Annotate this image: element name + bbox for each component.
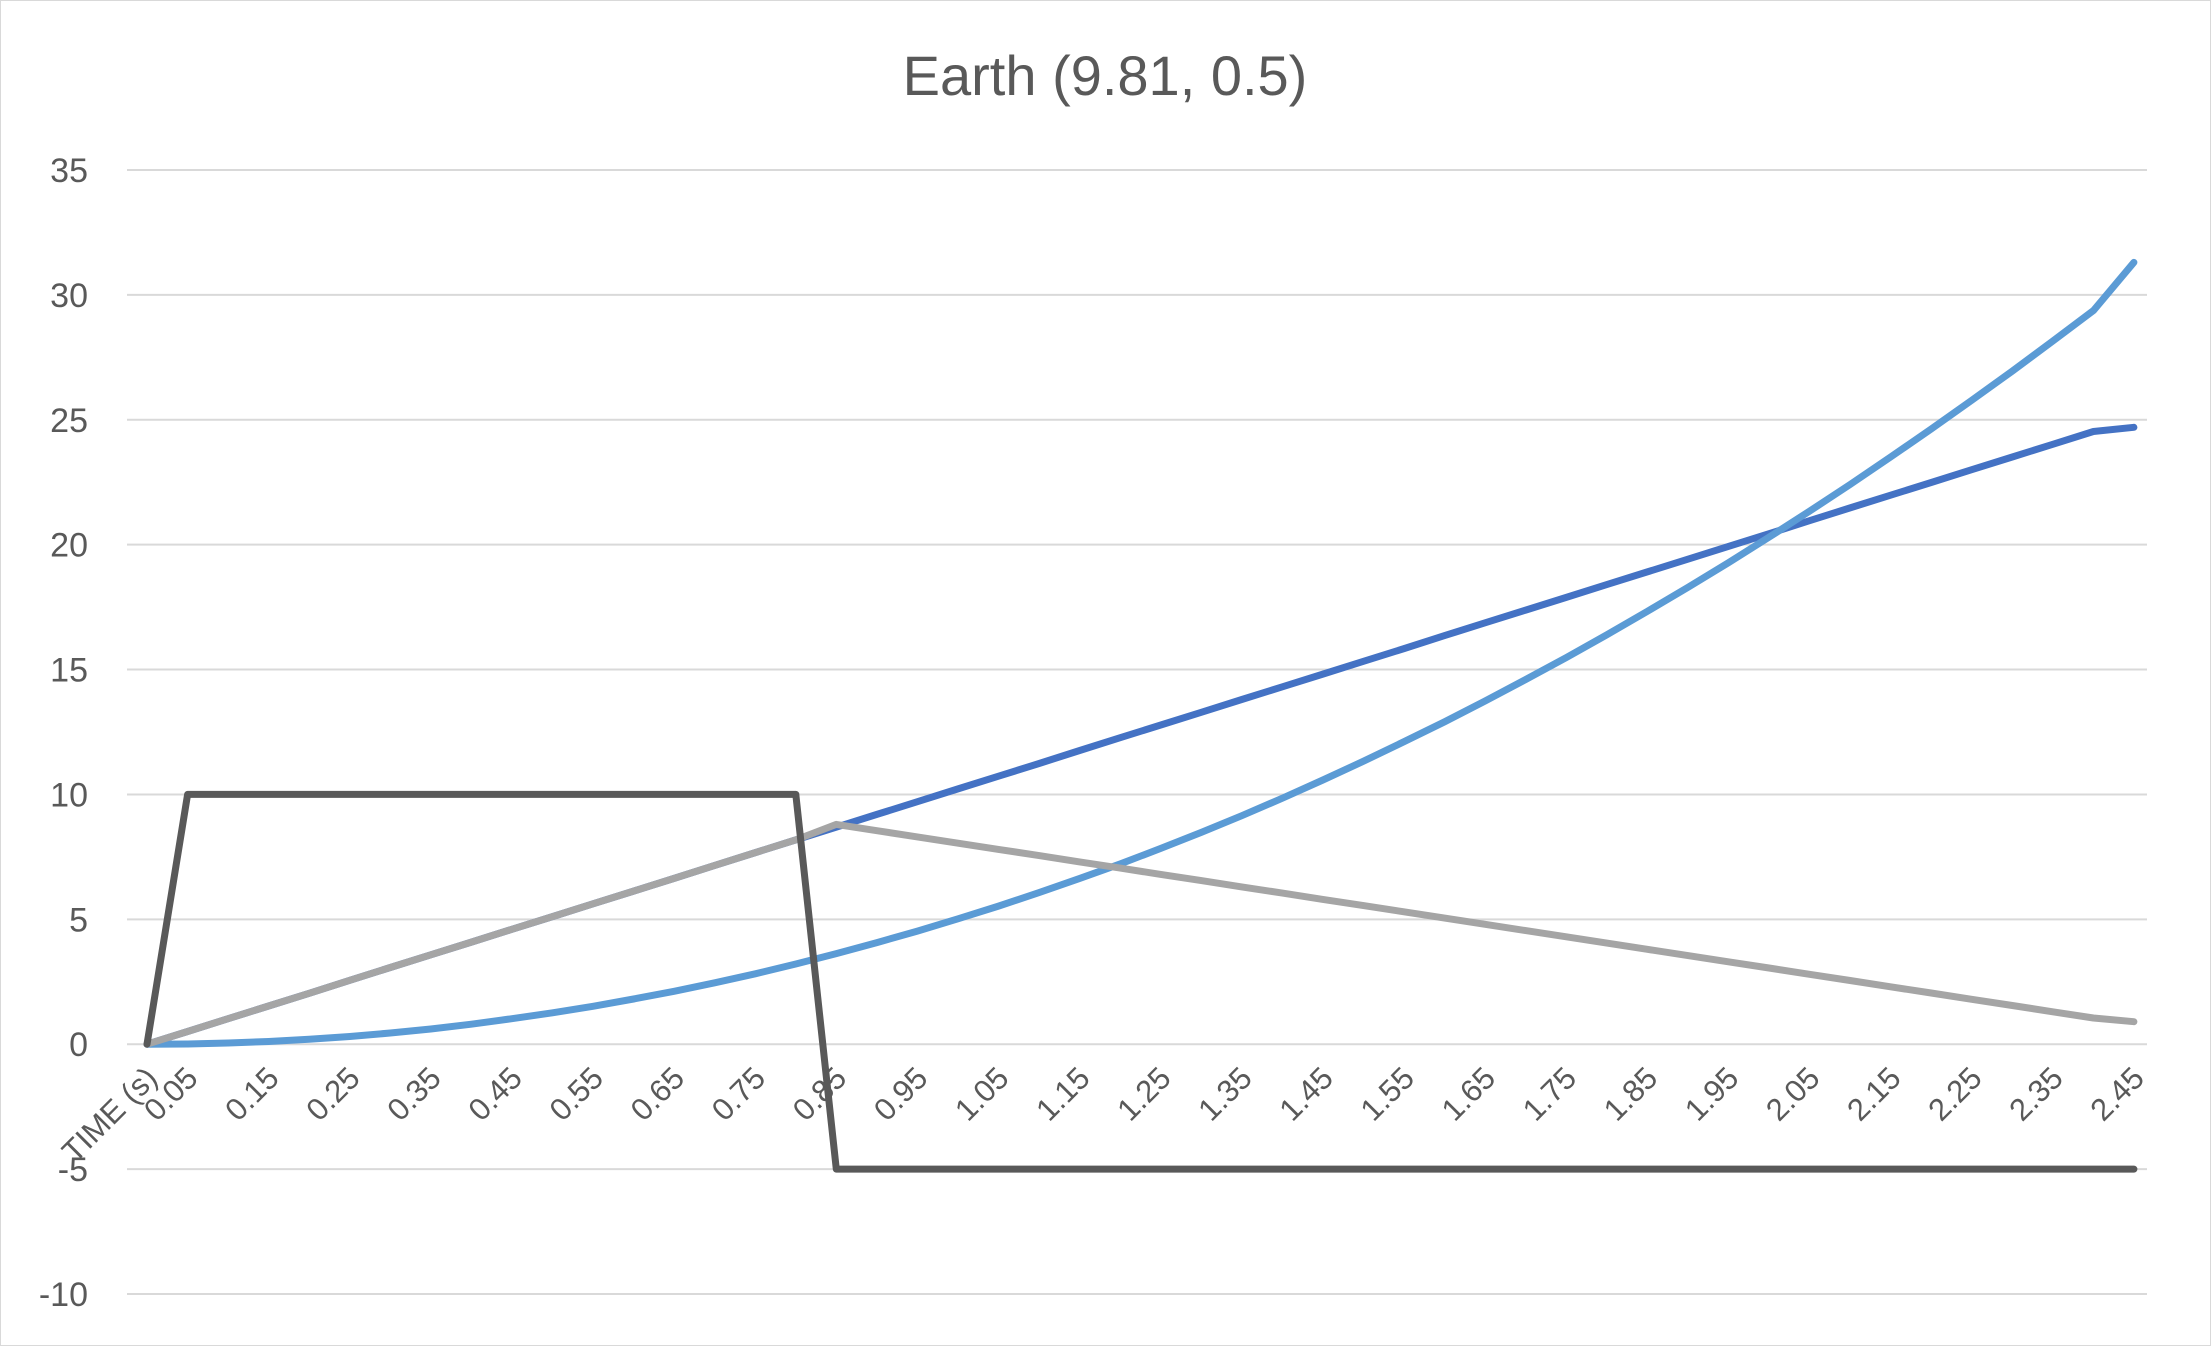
series-group bbox=[143, 258, 2138, 1173]
x-tick-label: 0.85 bbox=[786, 1060, 853, 1127]
x-tick-label: 1.35 bbox=[1191, 1060, 1258, 1127]
x-tick-label: 1.85 bbox=[1597, 1060, 1664, 1127]
x-tick-label: 1.55 bbox=[1354, 1060, 1421, 1127]
x-tick-label: 1.75 bbox=[1516, 1060, 1583, 1127]
x-tick-label: 1.95 bbox=[1678, 1060, 1745, 1127]
x-axis-ticks: TIME (s)0.05 0.15 0.25 0.35 0.45 0.55 0.65 0.75… bbox=[55, 1060, 2151, 1169]
y-tick-label: 10 bbox=[50, 776, 88, 814]
y-tick-label: -10 bbox=[39, 1276, 88, 1314]
series-line-2 bbox=[143, 258, 2138, 1048]
x-tick-label: 2.35 bbox=[2002, 1060, 2069, 1127]
y-tick-label: 0 bbox=[69, 1026, 88, 1064]
x-tick-label: 0.75 bbox=[705, 1060, 772, 1127]
x-tick-label: 0.45 bbox=[461, 1060, 528, 1127]
series-line-3 bbox=[143, 820, 2138, 1048]
x-tick-label: 1.25 bbox=[1110, 1060, 1177, 1127]
x-tick-label: 1.05 bbox=[948, 1060, 1015, 1127]
x-tick-label: 1.65 bbox=[1435, 1060, 1502, 1127]
chart-title: Earth (9.81, 0.5) bbox=[903, 44, 1308, 107]
x-tick-label: 0.65 bbox=[624, 1060, 691, 1127]
x-tick-label: 2.25 bbox=[1921, 1060, 1988, 1127]
x-tick-label: 0.15 bbox=[218, 1060, 285, 1127]
y-tick-label: 25 bbox=[50, 402, 88, 440]
y-tick-label: 20 bbox=[50, 527, 88, 565]
y-tick-label: -5 bbox=[58, 1151, 88, 1189]
y-tick-label: 35 bbox=[50, 152, 88, 190]
y-tick-label: 30 bbox=[50, 277, 88, 315]
x-tick-label: 0.55 bbox=[543, 1060, 610, 1127]
y-tick-label: 15 bbox=[50, 652, 88, 690]
x-tick-label: 0.25 bbox=[299, 1060, 366, 1127]
y-tick-label: 5 bbox=[69, 901, 88, 939]
x-tick-label: 2.45 bbox=[2083, 1060, 2150, 1127]
gridlines bbox=[127, 169, 2147, 1295]
x-tick-label: 0.95 bbox=[867, 1060, 934, 1127]
x-tick-label: 2.15 bbox=[1840, 1060, 1907, 1127]
x-tick-label: 2.05 bbox=[1759, 1060, 1826, 1127]
x-tick-label: 1.45 bbox=[1272, 1060, 1339, 1127]
y-axis-ticks: -10 -5 0 5 10 15 20 25 30 35 bbox=[39, 152, 88, 1314]
x-tick-label: 0.35 bbox=[380, 1060, 447, 1127]
series-line-4 bbox=[143, 790, 2138, 1173]
x-tick-label: 1.15 bbox=[1029, 1060, 1096, 1127]
